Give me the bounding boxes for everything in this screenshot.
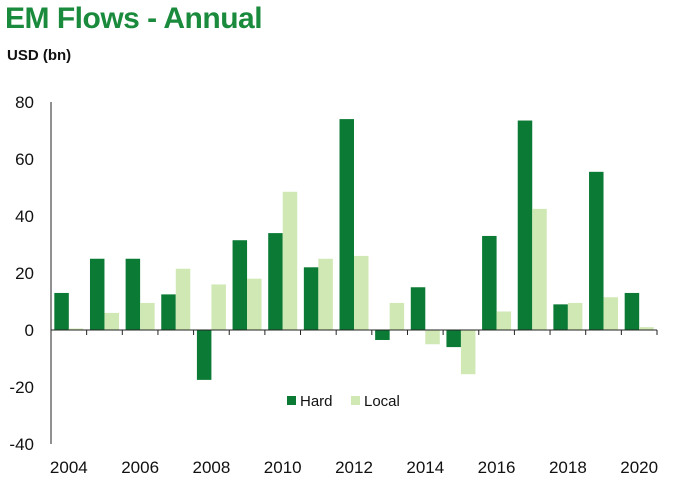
bar-local-2019 — [603, 297, 619, 330]
bar-local-2010 — [282, 191, 298, 330]
bar-hard-2015 — [446, 330, 461, 348]
y-tick-label: -20 — [9, 378, 34, 397]
axes-group — [50, 102, 658, 444]
bar-hard-2017 — [517, 120, 533, 330]
legend-label-local: Local — [364, 393, 400, 410]
x-tick-label: 2010 — [264, 458, 302, 477]
x-tick-label: 2020 — [620, 458, 658, 477]
bars-group — [54, 119, 654, 380]
x-tick-label: 2012 — [335, 458, 373, 477]
bar-local-2017 — [532, 208, 547, 331]
bar-hard-2016 — [482, 235, 497, 330]
y-tick-label: 60 — [15, 150, 34, 169]
bar-hard-2012 — [339, 119, 354, 330]
bar-hard-2013 — [375, 330, 390, 340]
x-tick-labels: 2004 2006 2008 2010 2012 2014 2016 2018 2020 — [50, 458, 658, 477]
bar-local-2009 — [247, 278, 262, 330]
y-tick-label: 80 — [15, 93, 34, 112]
y-tick-label: 40 — [15, 207, 34, 226]
bar-hard-2019 — [589, 171, 604, 330]
bar-hard-2005 — [89, 258, 105, 330]
x-tick-label: 2004 — [50, 458, 88, 477]
bar-hard-2014 — [410, 287, 426, 330]
bar-local-2007 — [175, 268, 191, 330]
bar-hard-2010 — [268, 233, 283, 330]
bar-local-2015 — [460, 330, 476, 375]
bar-local-2005 — [104, 312, 119, 330]
unit-label: USD (bn) — [7, 47, 72, 64]
bar-local-2016 — [496, 311, 512, 330]
chart-title: EM Flows - Annual — [5, 2, 263, 35]
bar-hard-2011 — [303, 267, 319, 330]
legend: Hard Local — [287, 393, 400, 410]
x-tick-label: 2018 — [549, 458, 587, 477]
y-tick-label: 20 — [15, 264, 34, 283]
x-tick-label: 2016 — [478, 458, 516, 477]
bar-hard-2006 — [125, 258, 141, 330]
x-tick-label: 2006 — [121, 458, 159, 477]
bar-local-2012 — [354, 255, 369, 330]
y-tick-labels: -40 -20 0 20 40 60 80 — [9, 93, 34, 454]
bar-local-2011 — [318, 258, 333, 330]
bar-local-2006 — [140, 302, 155, 330]
bar-local-2008 — [211, 284, 226, 330]
bar-hard-2009 — [232, 240, 248, 330]
bar-local-2014 — [425, 330, 440, 345]
bar-hard-2008 — [196, 330, 212, 380]
bar-hard-2018 — [553, 304, 568, 330]
legend-swatch-local — [351, 396, 360, 405]
y-tick-label: -40 — [9, 435, 34, 454]
bar-local-2020 — [639, 327, 654, 330]
bar-local-2018 — [567, 302, 583, 330]
bar-hard-2004 — [54, 292, 69, 330]
bar-local-2013 — [389, 302, 405, 330]
bar-local-2004 — [68, 328, 84, 330]
x-tick-label: 2014 — [406, 458, 444, 477]
bar-hard-2020 — [624, 292, 640, 330]
x-tick-label: 2008 — [192, 458, 230, 477]
legend-label-hard: Hard — [300, 393, 333, 410]
bar-hard-2007 — [161, 294, 176, 331]
legend-swatch-hard — [287, 396, 296, 405]
y-tick-label: 0 — [25, 321, 34, 340]
